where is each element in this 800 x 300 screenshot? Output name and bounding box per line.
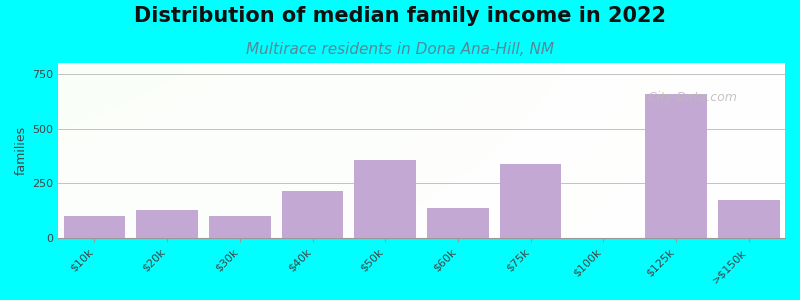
Bar: [718, 200, 779, 238]
Bar: [427, 208, 489, 238]
Bar: [500, 164, 562, 238]
Y-axis label: families: families: [15, 126, 28, 175]
Text: Multirace residents in Dona Ana-Hill, NM: Multirace residents in Dona Ana-Hill, NM: [246, 42, 554, 57]
Text: City-Data.com: City-Data.com: [640, 92, 737, 104]
Bar: [645, 94, 707, 238]
Bar: [354, 160, 416, 238]
Text: Distribution of median family income in 2022: Distribution of median family income in …: [134, 6, 666, 26]
Bar: [282, 191, 343, 238]
Bar: [209, 216, 270, 238]
Bar: [136, 209, 198, 238]
Bar: [64, 216, 126, 238]
